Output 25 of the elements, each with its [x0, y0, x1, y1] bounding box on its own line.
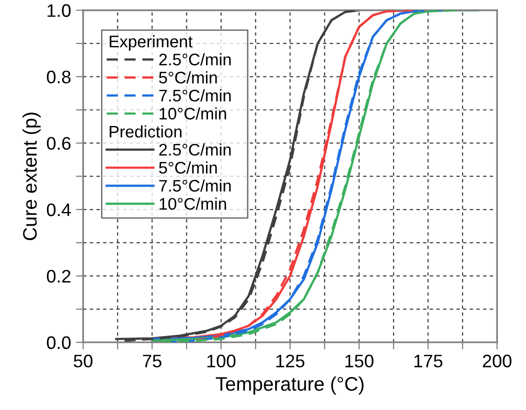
x-axis-title: Temperature (°C)	[216, 376, 364, 395]
x-tick-label: 75	[142, 354, 162, 368]
annotation: Prediction	[110, 125, 182, 138]
y-tick-label: 1.0	[48, 4, 71, 17]
legend-label: 7.5°C/min	[159, 179, 231, 192]
x-tick-label: 150	[345, 354, 374, 368]
legend-label: 10°C/min	[160, 107, 226, 120]
y-tick-label: 0.8	[46, 70, 71, 84]
legend-label: 7.5°C/min	[159, 89, 231, 102]
x-tick-label: 200	[482, 354, 512, 368]
y-axis-title: Cure extent (p)	[22, 112, 41, 240]
legend-label: 5°C/min	[159, 71, 217, 84]
y-tick-label: 0.2	[46, 270, 70, 283]
x-tick-label: 175	[414, 354, 442, 368]
x-tick-label: 100	[207, 354, 236, 368]
legend-label: 2.5°C/min	[159, 53, 231, 66]
legend-label: 5°C/min	[159, 161, 217, 174]
x-tick-label: 125	[276, 354, 304, 368]
y-tick-label: 0.0	[46, 336, 71, 350]
annotation: Experiment	[110, 35, 193, 51]
x-tick-label: 50	[74, 354, 92, 368]
legend-label: 10°C/min	[160, 198, 226, 210]
y-tick-label: 0.6	[46, 137, 71, 150]
y-tick-label: 0.4	[46, 203, 71, 216]
legend-label: 2.5°C/min	[159, 143, 231, 156]
